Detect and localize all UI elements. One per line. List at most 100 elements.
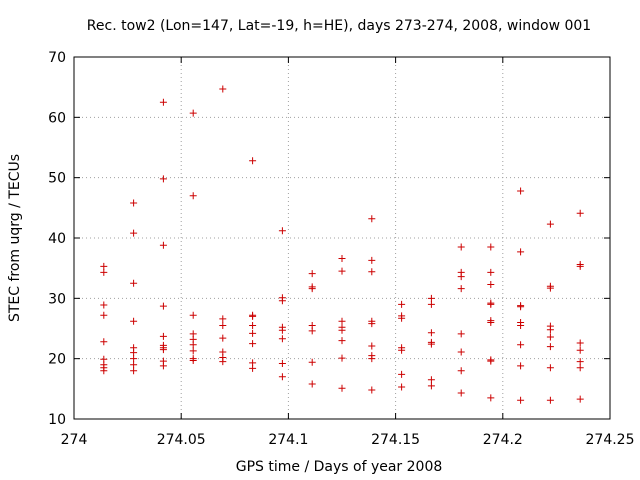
data-point (487, 394, 495, 402)
data-point (517, 362, 525, 370)
data-point (338, 317, 346, 325)
data-point (249, 312, 257, 320)
data-point (249, 329, 257, 337)
data-point (278, 335, 286, 343)
data-point (546, 220, 554, 228)
data-point (130, 317, 138, 325)
data-point (308, 285, 316, 293)
data-point (368, 256, 376, 264)
data-point (338, 326, 346, 334)
data-point (189, 192, 197, 200)
y-tick-label: 30 (48, 291, 66, 307)
x-axis-label: GPS time / Days of year 2008 (236, 459, 443, 475)
data-point (457, 348, 465, 356)
data-point (487, 243, 495, 251)
data-point (546, 364, 554, 372)
data-point (219, 315, 227, 323)
x-tick-label: 274.25 (586, 432, 635, 448)
data-point (278, 297, 286, 305)
data-point (159, 175, 167, 183)
data-point (368, 342, 376, 350)
data-point (189, 341, 197, 349)
data-point (427, 329, 435, 337)
data-point (398, 346, 406, 354)
data-point (130, 349, 138, 357)
data-point (546, 343, 554, 351)
data-point (457, 285, 465, 293)
data-point (219, 321, 227, 329)
y-axis-label: STEC from uqrg / TECUs (7, 154, 23, 322)
data-point (457, 273, 465, 281)
x-tick-label: 274 (61, 432, 88, 448)
data-point (159, 346, 167, 354)
data-point (398, 300, 406, 308)
data-point (308, 358, 316, 366)
data-point (398, 370, 406, 378)
data-point (249, 364, 257, 372)
data-point (576, 395, 584, 403)
data-point (159, 362, 167, 370)
data-point (517, 396, 525, 404)
y-tick-label: 10 (48, 412, 66, 428)
data-point (249, 157, 257, 165)
data-point (308, 270, 316, 278)
x-tick-label: 274.15 (371, 432, 420, 448)
data-point (308, 380, 316, 388)
data-point (130, 279, 138, 287)
data-point (130, 355, 138, 363)
data-point (457, 243, 465, 251)
data-point (189, 109, 197, 117)
data-point (368, 268, 376, 276)
data-point (368, 386, 376, 394)
data-point (368, 355, 376, 363)
x-tick-label: 274.05 (157, 432, 206, 448)
data-point (487, 357, 495, 365)
data-point (130, 199, 138, 207)
data-point (130, 229, 138, 237)
data-point (338, 267, 346, 275)
data-point (517, 303, 525, 311)
axis-ticks: 274 274.05 274.1 274.15 274.2 274.25 10 20 30 40 5… (48, 50, 634, 448)
y-tick-label: 20 (48, 352, 66, 368)
data-point (219, 334, 227, 342)
y-tick-label: 50 (48, 171, 66, 187)
data-point (130, 367, 138, 375)
data-point (219, 85, 227, 93)
y-tick-label: 70 (48, 50, 66, 66)
x-tick-label: 274.2 (483, 432, 523, 448)
chart-title: Rec. tow2 (Lon=147, Lat=-19, h=HE), days… (87, 18, 591, 34)
data-point (130, 361, 138, 369)
data-point (427, 300, 435, 308)
data-point (159, 332, 167, 340)
data-point (100, 301, 108, 309)
data-point (576, 209, 584, 217)
data-point (100, 311, 108, 319)
data-point (457, 330, 465, 338)
data-point (159, 241, 167, 249)
data-point (576, 358, 584, 366)
data-point (517, 321, 525, 329)
data-point (487, 268, 495, 276)
data-point (338, 255, 346, 263)
data-point (398, 383, 406, 391)
y-tick-label: 40 (48, 231, 66, 247)
data-point (189, 311, 197, 319)
data-point (100, 268, 108, 276)
data-point (338, 354, 346, 362)
data-point (576, 346, 584, 354)
data-point (368, 215, 376, 223)
data-point (546, 396, 554, 404)
data-points (100, 85, 584, 404)
grid-lines (74, 57, 610, 419)
data-point (546, 333, 554, 341)
data-point (219, 358, 227, 366)
data-point (278, 359, 286, 367)
data-point (457, 367, 465, 375)
data-point (100, 338, 108, 346)
data-point (457, 389, 465, 397)
data-point (249, 340, 257, 348)
data-point (576, 262, 584, 270)
data-point (427, 382, 435, 390)
